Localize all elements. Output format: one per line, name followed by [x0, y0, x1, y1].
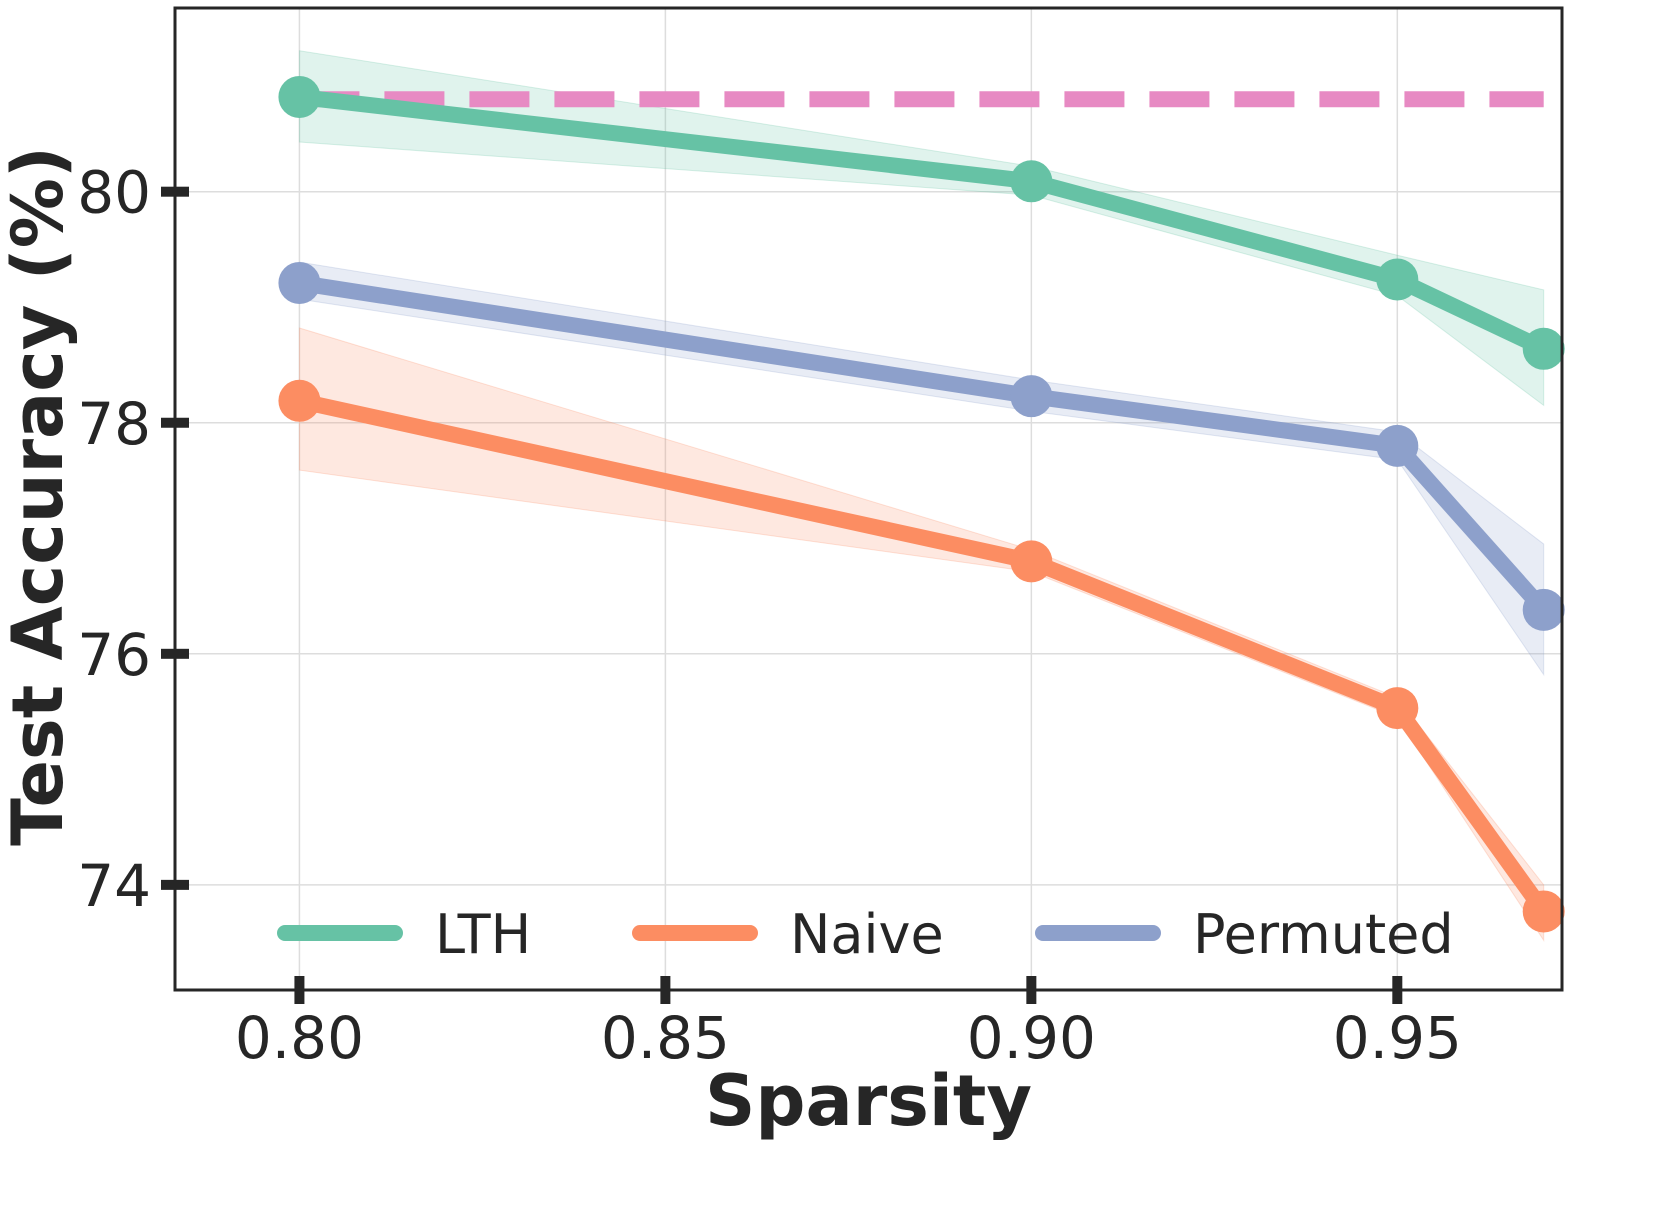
y-tick-label: 80: [77, 159, 151, 227]
point-naive: [1522, 890, 1565, 933]
line-naive: [297, 392, 1551, 917]
point-lth: [1010, 160, 1053, 203]
point-permuted: [278, 261, 321, 304]
plot-frame: [173, 6, 1564, 992]
x-axis-ticks: 0.80 0.85 0.90 0.95: [235, 976, 1462, 1072]
y-tick-label: 76: [77, 621, 151, 689]
y-axis-ticks: 74 76 78 80: [77, 159, 189, 920]
x-tick-label: 0.85: [601, 1004, 730, 1072]
x-tick-mark: [294, 976, 305, 1004]
point-lth: [1522, 327, 1565, 370]
point-naive: [1376, 687, 1419, 730]
y-tick-mark: [161, 648, 189, 659]
legend: LTH Naive Permuted: [277, 903, 1454, 966]
line-permuted: [298, 275, 1550, 616]
x-tick-mark: [1026, 976, 1037, 1004]
y-tick-mark: [161, 417, 189, 428]
x-tick-mark: [660, 976, 671, 1004]
x-tick-label: 0.80: [235, 1004, 364, 1072]
point-permuted: [1522, 588, 1565, 631]
x-axis-title: Sparsity: [705, 1060, 1032, 1142]
legend-label-lth: LTH: [435, 903, 531, 966]
y-axis-title: Test Accuracy (%): [0, 146, 79, 846]
x-tick-label: 0.90: [967, 1004, 1096, 1072]
y-tick-label: 74: [77, 852, 151, 920]
point-naive: [1010, 540, 1053, 583]
point-lth: [1376, 258, 1419, 301]
series-lines: [278, 75, 1565, 933]
line-lth: [298, 89, 1548, 357]
y-tick-mark: [161, 879, 189, 890]
point-lth: [278, 75, 321, 118]
band-naive: [298, 327, 1545, 942]
point-permuted: [1010, 375, 1053, 418]
y-tick-mark: [161, 186, 189, 197]
x-tick-mark: [1392, 976, 1403, 1004]
legend-label-naive: Naive: [790, 903, 944, 966]
point-permuted: [1376, 424, 1419, 467]
x-tick-label: 0.95: [1333, 1004, 1462, 1072]
confidence-bands: [298, 50, 1545, 942]
y-tick-label: 78: [77, 390, 151, 458]
point-naive: [278, 379, 321, 422]
legend-label-permuted: Permuted: [1193, 903, 1454, 966]
